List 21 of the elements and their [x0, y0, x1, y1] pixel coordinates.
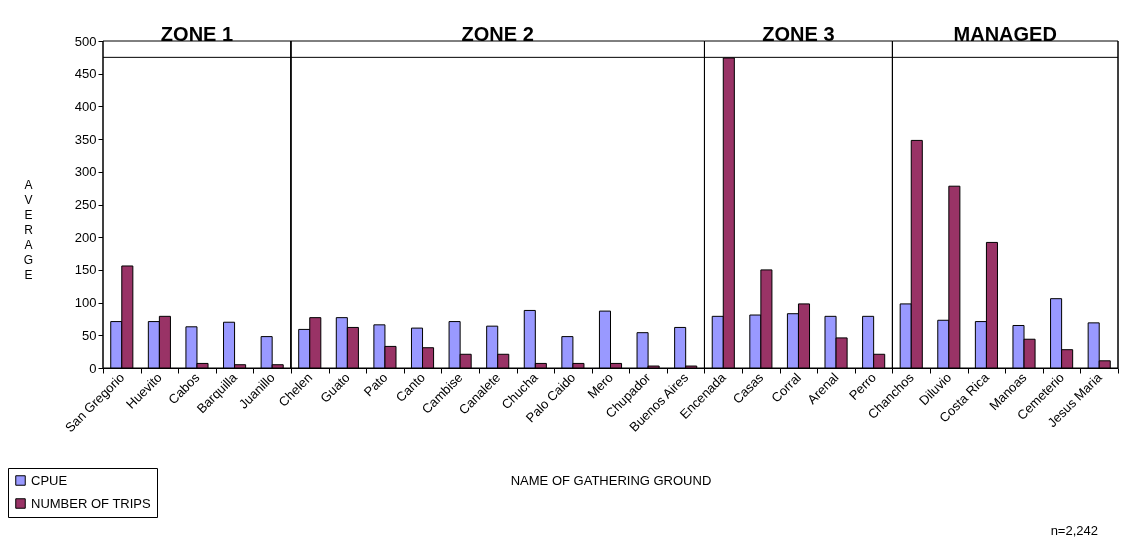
y-tick-label: 500 [74, 33, 97, 49]
y-tick-label: 350 [74, 131, 97, 147]
text: n=2,242 [1050, 523, 1098, 538]
legend-label: NUMBER OF TRIPS [31, 495, 151, 511]
y-tick-label: 450 [74, 66, 97, 82]
y-tick-label: 250 [74, 197, 97, 212]
band-label: ZONE 2 [461, 23, 534, 45]
band-label: ZONE 1 [160, 23, 234, 45]
y-tick-label: 150 [74, 262, 97, 278]
band-label: ZONE 3 [762, 23, 835, 45]
y-axis-title: AVERAGE [23, 178, 34, 282]
legend-label: CPUE [31, 472, 68, 488]
x-axis-title: NAME OF GATHERING GROUND [510, 473, 712, 489]
y-tick-label: 100 [74, 295, 97, 311]
y-tick-label: 200 [74, 229, 97, 245]
band-label: MANAGED [953, 23, 1057, 45]
x-tick-label: Pato [360, 369, 391, 400]
y-tick-label: 300 [74, 164, 97, 180]
y-tick-label: 400 [74, 98, 97, 114]
y-tick-label: 50 [82, 327, 97, 343]
y-tick-label: 0 [89, 360, 97, 376]
